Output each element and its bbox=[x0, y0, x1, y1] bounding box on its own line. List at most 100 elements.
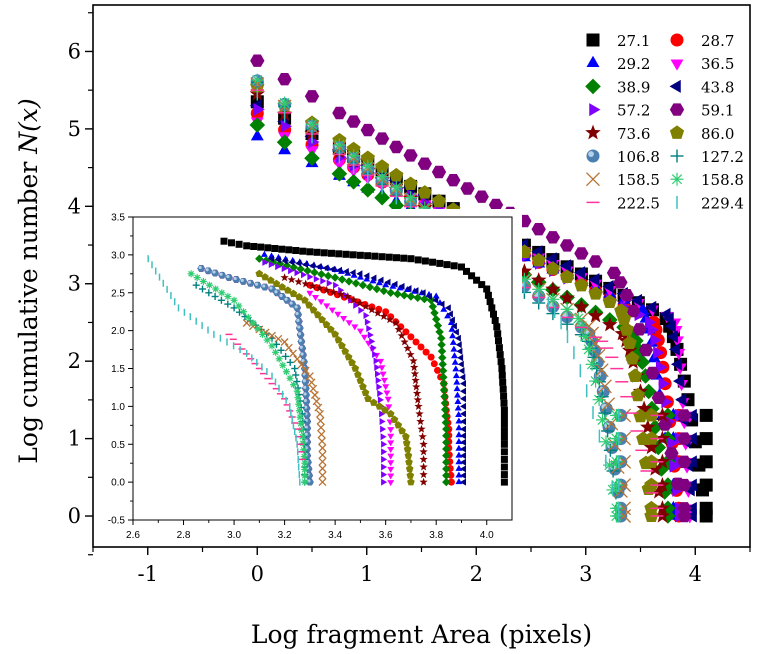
inset-point-29-2 bbox=[455, 478, 463, 485]
inset-point-86-0 bbox=[394, 421, 403, 429]
inset-point-43-8 bbox=[457, 354, 464, 362]
inset-point-29-2 bbox=[448, 325, 456, 332]
y-tick-label: 3 bbox=[68, 272, 81, 296]
inset-point-73-6 bbox=[414, 402, 423, 410]
inset-point-43-8 bbox=[322, 264, 329, 272]
main-point-59-1 bbox=[677, 502, 692, 515]
inset-point-27-1 bbox=[495, 344, 503, 352]
inset-point-38-9 bbox=[330, 273, 340, 282]
inset-point-86-0 bbox=[390, 415, 399, 423]
inset-point-86-0 bbox=[318, 315, 326, 324]
inset-point-158-8 bbox=[268, 342, 276, 350]
main-point-43-8 bbox=[668, 342, 681, 356]
main-point-86-0 bbox=[417, 185, 432, 199]
inset-point-73-6 bbox=[343, 292, 352, 301]
inset-point-43-8 bbox=[459, 458, 467, 466]
inset-point-86-0 bbox=[309, 306, 318, 314]
inset-series-86-0 bbox=[255, 269, 415, 486]
inset-point-106-8 bbox=[197, 265, 205, 272]
main-point-59-1 bbox=[250, 54, 265, 67]
inset-point-27-1 bbox=[250, 243, 258, 250]
inset-point-73-6 bbox=[294, 277, 303, 286]
inset-point-29-2 bbox=[454, 404, 462, 411]
main-point-73-6 bbox=[654, 453, 671, 469]
main-point-59-1 bbox=[374, 132, 390, 145]
main-point-158-8 bbox=[532, 282, 546, 296]
inset-point-73-6 bbox=[410, 363, 419, 371]
main-point-86-0 bbox=[374, 159, 390, 173]
inset-point-38-9 bbox=[365, 282, 375, 292]
main-point-86-0 bbox=[622, 335, 637, 350]
inset-point-106-8 bbox=[218, 271, 226, 279]
inset-point-43-8 bbox=[459, 432, 467, 440]
inset-point-36-5 bbox=[387, 473, 395, 480]
inset-point-73-6 bbox=[397, 331, 406, 340]
inset-point-27-1 bbox=[436, 259, 444, 267]
inset-point-57-2 bbox=[372, 350, 379, 358]
inset-point-38-9 bbox=[441, 418, 451, 427]
inset-point-127-2 bbox=[192, 281, 200, 289]
inset-point-158-5 bbox=[312, 397, 321, 406]
main-point-86-0 bbox=[360, 150, 375, 165]
inset-point-106-8 bbox=[273, 289, 281, 297]
inset-point-29-2 bbox=[375, 279, 383, 286]
inset-y-tick-label: 1.0 bbox=[111, 402, 125, 413]
inset-point-86-0 bbox=[300, 296, 309, 304]
inset-point-43-8 bbox=[384, 278, 391, 286]
inset-point-158-5 bbox=[242, 319, 251, 327]
inset-point-36-5 bbox=[334, 311, 342, 318]
inset-point-27-1 bbox=[414, 256, 422, 264]
main-point-73-6 bbox=[602, 316, 618, 332]
inset-point-73-6 bbox=[403, 343, 412, 352]
main-point-73-6 bbox=[654, 500, 671, 515]
inset-point-57-2 bbox=[381, 478, 388, 486]
inset-point-73-6 bbox=[287, 275, 296, 284]
inset-point-73-6 bbox=[373, 308, 382, 317]
inset-point-27-1 bbox=[385, 253, 393, 261]
inset-point-38-9 bbox=[435, 327, 444, 337]
inset-x-tick-label: 4.0 bbox=[480, 530, 494, 541]
main-point-43-8 bbox=[559, 259, 571, 273]
inset-point-27-1 bbox=[491, 317, 499, 324]
inset-point-106-8 bbox=[302, 391, 310, 399]
inset-point-43-8 bbox=[267, 255, 275, 263]
inset-point-38-9 bbox=[441, 411, 450, 421]
inset-point-27-1 bbox=[473, 276, 481, 284]
legend-label-158-8: 158.8 bbox=[701, 171, 744, 189]
inset-point-57-2 bbox=[366, 325, 373, 332]
inset-point-57-2 bbox=[380, 433, 387, 441]
inset-point-38-9 bbox=[430, 308, 439, 318]
inset-point-27-1 bbox=[450, 262, 458, 270]
inset-point-106-8 bbox=[296, 324, 304, 332]
inset-point-38-9 bbox=[442, 464, 451, 474]
inset-point-27-1 bbox=[378, 253, 386, 261]
inset-point-57-2 bbox=[262, 258, 269, 266]
main-point-38-9 bbox=[249, 117, 266, 133]
legend-marker-57-2 bbox=[589, 103, 601, 117]
main-point-59-1 bbox=[574, 247, 589, 260]
main-point-73-6 bbox=[530, 272, 547, 287]
inset-point-36-5 bbox=[384, 396, 392, 403]
inset-point-158-8 bbox=[298, 426, 306, 434]
main-point-59-1 bbox=[645, 366, 660, 380]
inset-point-27-1 bbox=[497, 358, 505, 366]
legend-label-57-2: 57.2 bbox=[617, 102, 650, 120]
inset-point-27-1 bbox=[285, 246, 293, 254]
inset-point-86-0 bbox=[405, 464, 414, 473]
main-point-57-2 bbox=[280, 119, 293, 133]
inset-point-43-8 bbox=[459, 452, 467, 460]
inset-y-tick-label: -0.5 bbox=[108, 516, 126, 527]
inset-point-73-6 bbox=[322, 285, 331, 294]
main-point-73-6 bbox=[651, 483, 667, 499]
main-point-57-2 bbox=[658, 377, 670, 391]
inset-point-43-8 bbox=[405, 285, 412, 292]
inset-point-43-8 bbox=[458, 367, 465, 375]
inset-point-73-6 bbox=[406, 350, 415, 359]
main-point-43-8 bbox=[662, 312, 674, 325]
main-point-158-8 bbox=[589, 374, 603, 388]
inset-x-tick-label: 3.0 bbox=[227, 530, 241, 541]
inset-point-43-8 bbox=[342, 268, 349, 275]
y-tick-label: 2 bbox=[68, 349, 81, 373]
inset-point-158-8 bbox=[301, 478, 309, 486]
inset-point-38-9 bbox=[439, 385, 449, 395]
